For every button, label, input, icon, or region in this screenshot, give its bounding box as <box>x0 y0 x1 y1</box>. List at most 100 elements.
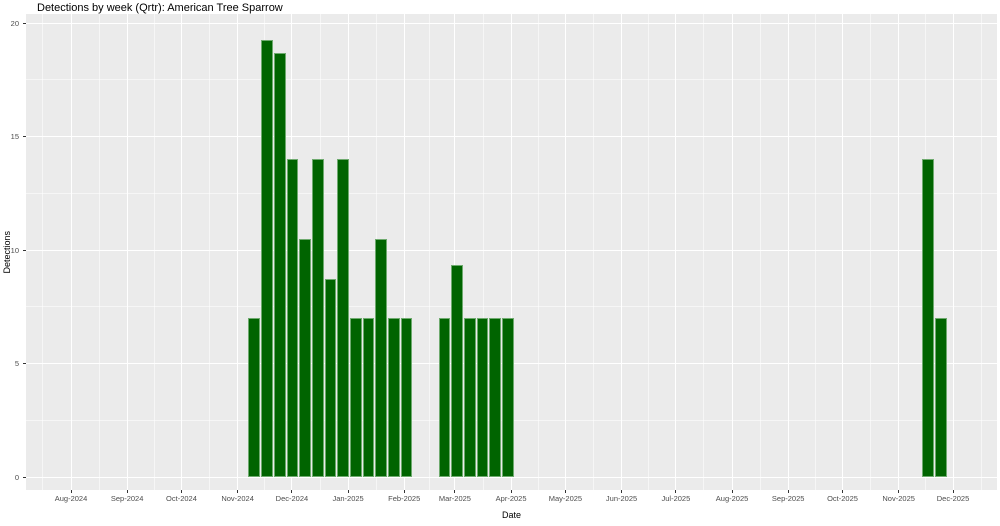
x-tick-label: Dec-2025 <box>936 494 970 503</box>
gridline-major-x <box>621 14 623 490</box>
x-tick-mark <box>237 490 239 493</box>
x-tick-mark <box>952 490 954 493</box>
detection-bar <box>476 318 489 478</box>
x-tick-mark <box>675 490 677 493</box>
x-tick-mark <box>454 490 456 493</box>
x-tick-mark <box>403 490 405 493</box>
detection-bar <box>299 238 311 478</box>
gridline-minor-x <box>592 14 594 490</box>
y-tick-label: 20 <box>10 18 19 28</box>
detection-bar <box>438 318 451 478</box>
x-tick-label: Dec-2024 <box>275 494 309 503</box>
y-tick-mark <box>23 363 26 365</box>
x-tick-mark <box>347 490 349 493</box>
detection-bar <box>400 318 413 478</box>
y-tick-label: 5 <box>14 359 19 369</box>
y-tick-label: 15 <box>10 132 19 142</box>
gridline-minor-x <box>648 14 650 490</box>
x-tick-label: Aug-2025 <box>715 494 749 503</box>
gridline-minor-x <box>759 14 761 490</box>
x-tick-mark <box>70 490 72 493</box>
x-axis-title: Date <box>501 510 521 520</box>
gridline-major-x <box>454 14 456 490</box>
detection-bar <box>273 53 286 478</box>
gridline-minor-x <box>98 14 100 490</box>
x-tick-label: Mar-2025 <box>438 494 471 503</box>
gridline-major-y <box>26 476 997 478</box>
x-tick-label: Jul-2025 <box>661 494 691 503</box>
x-tick-label: Nov-2024 <box>221 494 254 503</box>
gridline-major-x <box>842 14 844 490</box>
gridline-major-x <box>731 14 733 490</box>
detection-bar <box>261 40 273 478</box>
gridline-major-x <box>237 14 239 490</box>
chart-title: Detections by week (Qrtr): American Tree… <box>37 2 283 14</box>
gridline-minor-x <box>153 14 155 490</box>
detection-bar <box>489 318 502 478</box>
gridline-minor-x <box>537 14 539 490</box>
gridline-minor-x <box>429 14 431 490</box>
plot-panel <box>26 14 997 490</box>
detection-bar <box>464 318 476 478</box>
gridline-major-x <box>675 14 677 490</box>
x-tick-label: Apr-2025 <box>495 494 527 503</box>
gridline-major-y <box>26 22 997 24</box>
x-tick-mark <box>126 490 128 493</box>
gridline-minor-x <box>209 14 211 490</box>
x-tick-mark <box>510 490 512 493</box>
y-tick-label: 10 <box>10 245 19 255</box>
gridline-major-x <box>564 14 566 490</box>
detection-bar <box>387 318 400 478</box>
x-tick-label: Oct-2025 <box>827 494 858 503</box>
x-tick-label: May-2025 <box>548 494 583 503</box>
detection-bar <box>248 318 261 478</box>
y-axis-title: Detections <box>2 230 12 274</box>
x-tick-mark <box>787 490 789 493</box>
gridline-minor-x <box>703 14 705 490</box>
gridline-minor-x <box>980 14 982 490</box>
gridline-minor-x <box>42 14 44 490</box>
gridline-minor-x <box>482 14 484 490</box>
y-tick-mark <box>23 136 26 138</box>
detection-bar <box>375 238 387 478</box>
x-tick-mark <box>621 490 623 493</box>
y-tick-mark <box>23 249 26 251</box>
y-tick-mark <box>23 22 26 24</box>
gridline-minor-x <box>870 14 872 490</box>
x-tick-label: Feb-2025 <box>388 494 421 503</box>
detection-bar <box>362 318 375 478</box>
detection-bar <box>286 159 299 478</box>
detection-bar <box>922 159 934 478</box>
y-tick-mark <box>23 476 26 478</box>
detection-bar <box>311 159 324 478</box>
gridline-major-x <box>787 14 789 490</box>
x-tick-mark <box>180 490 182 493</box>
x-tick-mark <box>842 490 844 493</box>
gridline-major-x <box>510 14 512 490</box>
gridline-major-y <box>26 136 997 138</box>
gridline-major-x <box>403 14 405 490</box>
x-tick-label: Sep-2025 <box>771 494 805 503</box>
gridline-minor-x <box>814 14 816 490</box>
gridline-major-x <box>126 14 128 490</box>
x-tick-label: Jun-2025 <box>605 494 638 503</box>
x-tick-label: Nov-2025 <box>882 494 915 503</box>
gridline-major-x <box>898 14 900 490</box>
gridline-major-x <box>70 14 72 490</box>
x-tick-label: Sep-2024 <box>110 494 144 503</box>
detection-bar <box>451 265 464 478</box>
x-tick-mark <box>564 490 566 493</box>
x-tick-mark <box>898 490 900 493</box>
gridline-major-y <box>26 249 997 251</box>
gridline-major-x <box>180 14 182 490</box>
x-tick-label: Oct-2024 <box>166 494 197 503</box>
detection-bar <box>337 159 349 478</box>
x-tick-mark <box>291 490 293 493</box>
y-tick-label: 0 <box>14 472 19 482</box>
detection-bar <box>502 318 514 478</box>
detection-bar <box>349 318 362 478</box>
x-tick-mark <box>731 490 733 493</box>
detection-bar <box>934 318 947 478</box>
detection-bar <box>324 278 337 478</box>
